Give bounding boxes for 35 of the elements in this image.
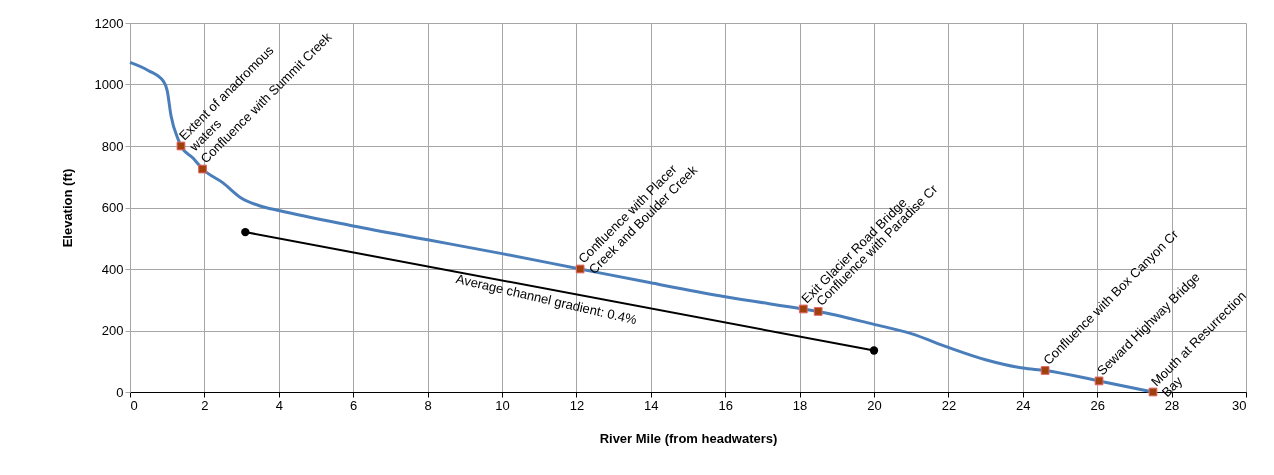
y-tick-label: 1200 [94,15,124,31]
x-tick-label: 20 [867,397,882,413]
x-tick-label: 30 [1232,397,1247,413]
point [1148,387,1158,397]
y-tick-label: 400 [101,261,124,277]
x-tick-label: 16 [718,397,733,413]
x-axis-title: River Mile (from headwaters) [599,430,778,446]
point [575,264,585,274]
point [1040,366,1050,375]
point [241,227,250,237]
point [1094,376,1104,386]
x-tick-label: 12 [569,397,585,413]
point [798,304,808,314]
x-tick-label: 10 [495,397,510,413]
x-tick-label: 22 [941,397,957,413]
point [869,346,879,355]
x-tick-label: 14 [644,397,659,413]
point [198,164,207,174]
x-tick-label: 24 [1016,397,1031,413]
x-tick-label: 8 [424,397,432,413]
y-tick-label: 200 [101,323,124,338]
point [176,141,186,151]
x-tick-label: 2 [201,397,209,413]
y-axis-title: Elevation (ft) [59,168,75,248]
x-tick-label: 4 [275,397,283,413]
y-tick-label: 0 [116,384,124,400]
x-tick-label: 28 [1164,397,1180,413]
x-tick-label: 0 [130,397,138,413]
y-tick-label: 1000 [94,77,124,92]
x-tick-label: 18 [792,397,808,413]
y-tick-label: 800 [101,138,124,154]
point [813,307,823,316]
y-tick-label: 600 [101,200,124,215]
x-tick-label: 6 [350,397,358,413]
x-tick-label: 26 [1090,397,1105,413]
